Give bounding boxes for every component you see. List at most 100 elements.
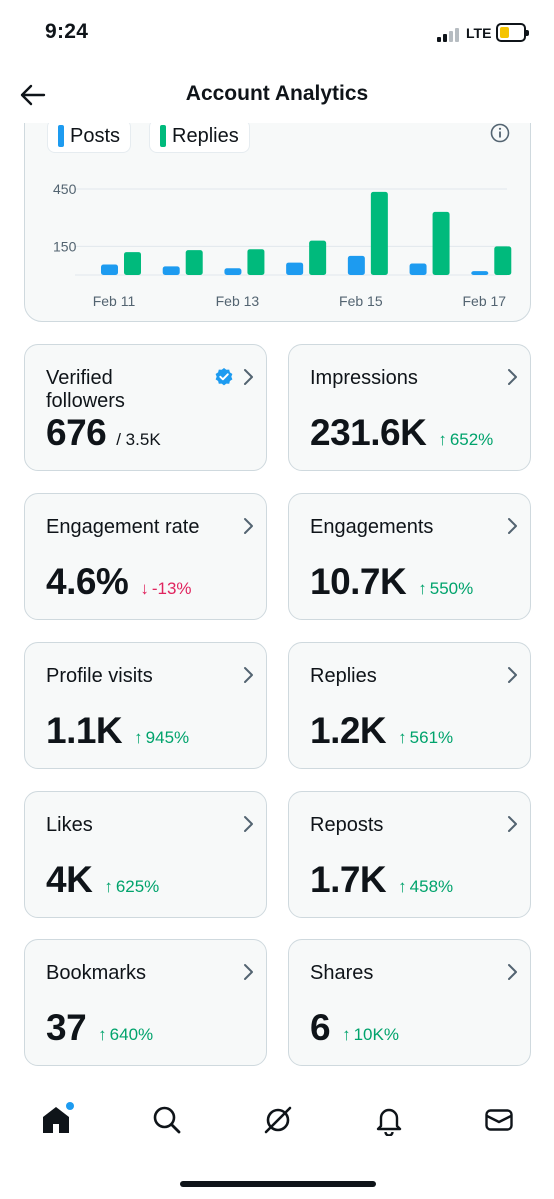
metric-value: 6 [310, 1007, 331, 1048]
metric-value: 4K [46, 859, 93, 900]
signal-icon [437, 26, 461, 42]
metric-delta: ↑ 550% [418, 579, 473, 599]
arrow-down-icon: ↓ [140, 579, 149, 598]
metric-value: 37 [46, 1007, 87, 1048]
bar-posts-feb-11[interactable] [101, 264, 118, 275]
search-icon [153, 1106, 181, 1134]
bar-replies-feb-15[interactable] [370, 191, 388, 275]
bar-posts-feb-14[interactable] [286, 262, 304, 275]
metric-card-bookmarks[interactable]: Bookmarks 37 ↑ 640% [24, 939, 267, 1066]
metric-delta-value: 458% [409, 877, 454, 896]
bar-replies-feb-17[interactable] [494, 246, 512, 275]
bar-posts-feb-17[interactable] [471, 271, 489, 275]
metric-card-verified-followers[interactable]: Verified followers 676 / 3.5K [24, 344, 267, 471]
nav-grok[interactable] [262, 1104, 294, 1136]
metric-delta: ↑ 640% [98, 1025, 153, 1045]
metric-value-row: 231.6K ↑ 652% [310, 412, 493, 454]
bell-icon [376, 1108, 402, 1137]
arrow-up-icon: ↑ [418, 579, 427, 598]
arrow-up-icon: ↑ [98, 1025, 107, 1044]
legend-posts[interactable]: Posts [47, 119, 132, 153]
battery-icon [496, 23, 529, 42]
info-icon[interactable] [490, 123, 510, 143]
chevron-right-icon [244, 964, 253, 980]
chevron-right-icon [508, 518, 517, 534]
page-title: Account Analytics [185, 82, 369, 105]
home-icon [43, 1107, 69, 1133]
nav-messages[interactable] [483, 1104, 515, 1136]
chevron-right-icon [244, 667, 253, 683]
metric-card-shares[interactable]: Shares 6 ↑ 10K% [288, 939, 531, 1066]
mail-icon [485, 1109, 513, 1131]
metric-card-profile-visits[interactable]: Profile visits 1.1K ↑ 945% [24, 642, 267, 769]
bar-posts-feb-12[interactable] [162, 266, 180, 275]
metric-label: Engagement rate [46, 516, 200, 538]
header-background [0, 66, 554, 123]
notification-dot [66, 1102, 74, 1110]
metric-value: 10.7K [310, 561, 407, 602]
legend-label: Posts [70, 124, 121, 147]
metric-card-likes[interactable]: Likes 4K ↑ 625% [24, 791, 267, 918]
bar-replies-feb-12[interactable] [185, 250, 203, 275]
bar-posts-feb-13[interactable] [224, 268, 242, 275]
metric-delta: ↑ 652% [438, 430, 493, 450]
metric-value-row: 1.2K ↑ 561% [310, 710, 453, 752]
arrow-left-icon [20, 84, 46, 106]
metric-delta-value: 945% [145, 728, 190, 747]
back-button[interactable] [18, 80, 48, 110]
chevron-right-icon [508, 816, 517, 832]
legend-swatch-replies [160, 125, 166, 147]
chevron-right-icon [244, 816, 253, 832]
metric-value: 1.2K [310, 710, 387, 751]
verified-badge-icon [215, 368, 233, 386]
metric-delta-value: 550% [429, 579, 474, 598]
metric-value: 1.7K [310, 859, 387, 900]
metric-card-engagements[interactable]: Engagements 10.7K ↑ 550% [288, 493, 531, 620]
metric-value: 676 [46, 412, 107, 453]
nav-home[interactable] [40, 1102, 74, 1136]
status-time: 9:24 [45, 20, 89, 43]
activity-chart-card: Posts Replies 450 150 Feb 11 Feb 13 Feb 15 Fe… [24, 100, 531, 322]
legend-replies[interactable]: Replies [149, 119, 250, 153]
chevron-right-icon [508, 667, 517, 683]
arrow-up-icon: ↑ [438, 430, 447, 449]
metric-delta-value: 652% [449, 430, 494, 449]
bar-replies-feb-13[interactable] [247, 249, 265, 275]
metric-value: 1.1K [46, 710, 123, 751]
metric-label: Bookmarks [46, 962, 147, 984]
chevron-right-icon [244, 369, 253, 385]
metric-delta: ↓ -13% [140, 579, 191, 599]
bottom-nav [0, 1090, 554, 1150]
metric-label: Shares [310, 962, 374, 984]
nav-notifications[interactable] [373, 1104, 405, 1137]
home-indicator [180, 1181, 376, 1187]
metric-label: Likes [46, 814, 93, 836]
bar-replies-feb-11[interactable] [124, 252, 141, 275]
metric-value-row: 4K ↑ 625% [46, 859, 159, 901]
chevron-right-icon [508, 369, 517, 385]
x-tick-label: Feb 13 [216, 293, 260, 309]
arrow-up-icon: ↑ [398, 877, 407, 896]
bar-posts-feb-16[interactable] [409, 263, 427, 275]
metric-card-replies[interactable]: Replies 1.2K ↑ 561% [288, 642, 531, 769]
y-tick-label: 450 [53, 181, 77, 197]
bar-posts-feb-15[interactable] [347, 255, 365, 275]
status-bar: 9:24 LTE [0, 0, 554, 66]
network-type: LTE [466, 25, 492, 41]
metric-delta-value: 625% [115, 877, 160, 896]
metric-subvalue: / 3.5K [116, 430, 161, 449]
x-tick-label: Feb 11 [93, 293, 136, 309]
arrow-up-icon: ↑ [104, 877, 113, 896]
metric-value-row: 676 / 3.5K [46, 412, 161, 454]
nav-search[interactable] [151, 1104, 183, 1136]
metric-value: 4.6% [46, 561, 129, 602]
metric-card-engagement-rate[interactable]: Engagement rate 4.6% ↓ -13% [24, 493, 267, 620]
bar-replies-feb-16[interactable] [432, 211, 450, 275]
metric-card-reposts[interactable]: Reposts 1.7K ↑ 458% [288, 791, 531, 918]
metric-value-row: 1.1K ↑ 945% [46, 710, 189, 752]
bar-replies-feb-14[interactable] [309, 240, 327, 275]
metric-card-impressions[interactable]: Impressions 231.6K ↑ 652% [288, 344, 531, 471]
metric-delta: ↑ 561% [398, 728, 453, 748]
x-tick-label: Feb 17 [462, 293, 506, 309]
arrow-up-icon: ↑ [398, 728, 407, 747]
